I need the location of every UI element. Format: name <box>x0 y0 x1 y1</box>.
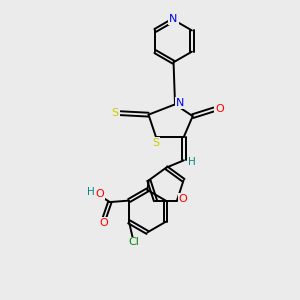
Text: N: N <box>176 98 184 108</box>
Text: Cl: Cl <box>129 237 140 248</box>
Text: H: H <box>188 157 196 167</box>
Text: H: H <box>87 188 95 197</box>
Text: O: O <box>99 218 108 228</box>
Text: O: O <box>96 189 104 199</box>
Text: N: N <box>169 14 178 24</box>
Text: O: O <box>178 194 187 204</box>
Text: O: O <box>215 104 224 114</box>
Text: S: S <box>152 138 160 148</box>
Text: S: S <box>112 108 119 118</box>
